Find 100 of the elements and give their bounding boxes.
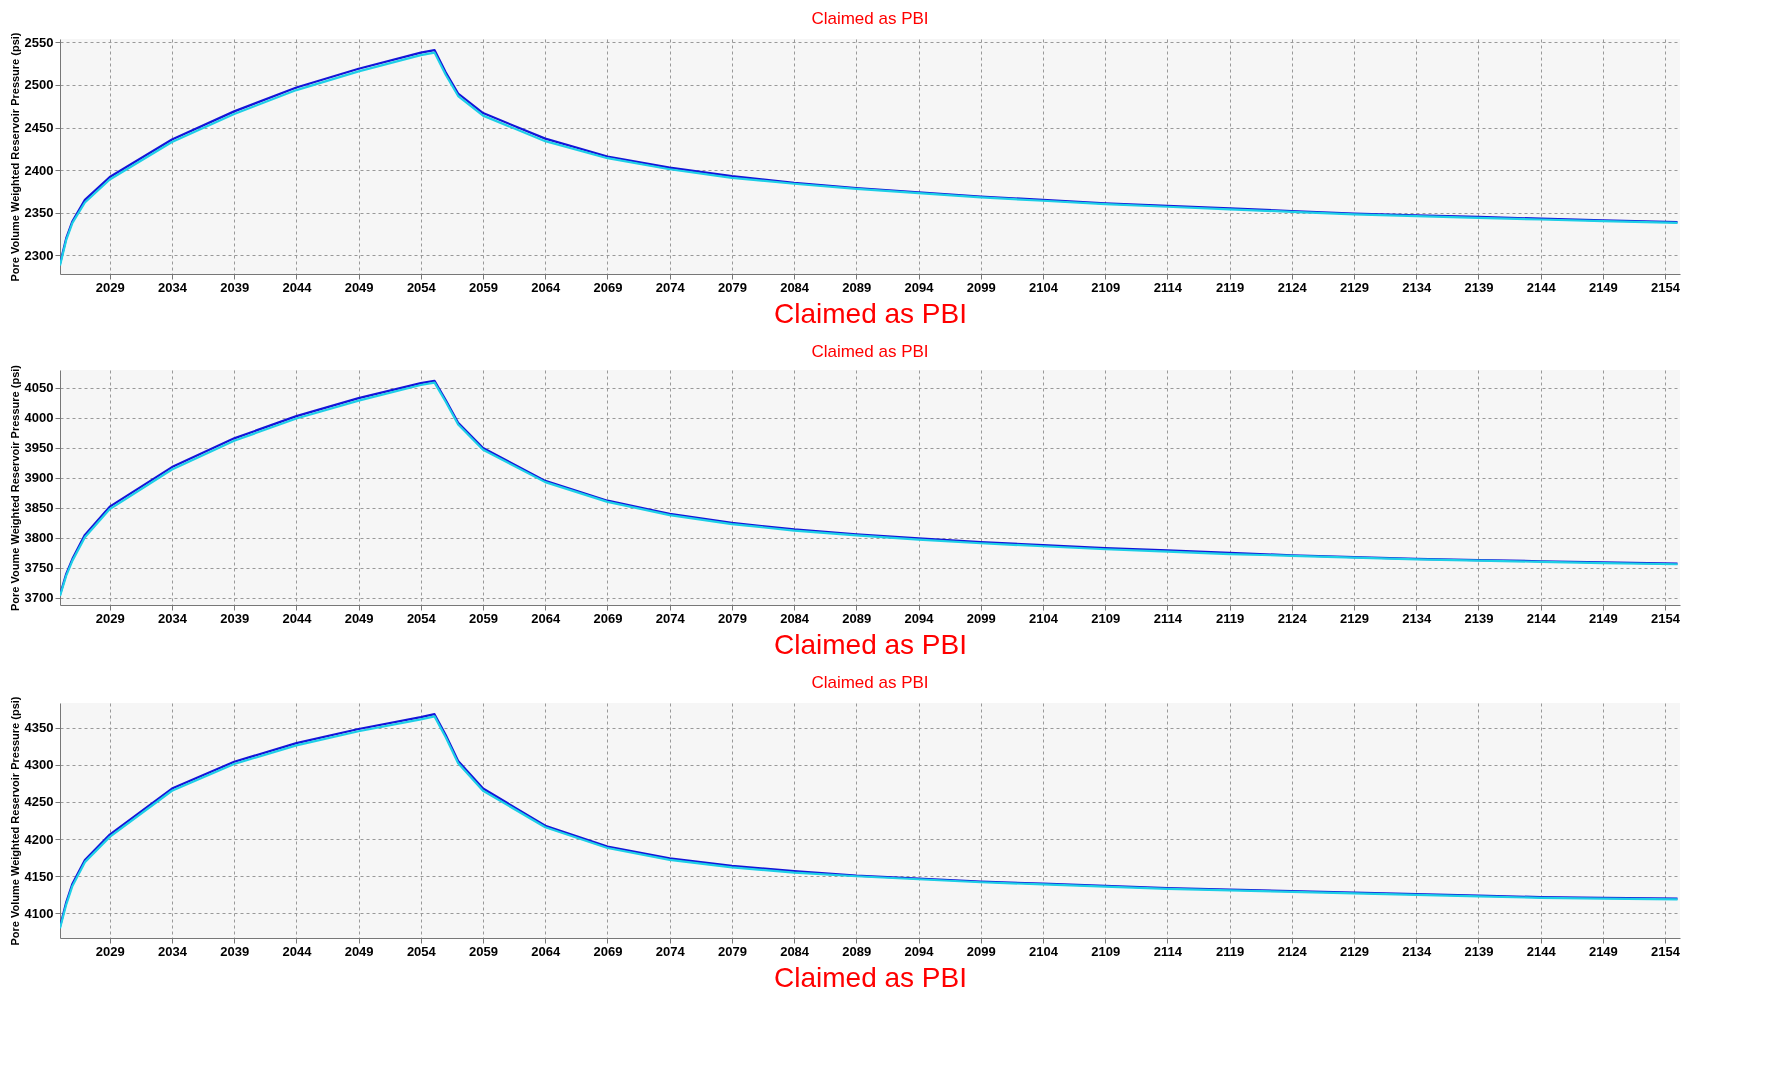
x-tick-label: 2054: [406, 279, 437, 295]
x-tick-label: 2049: [344, 610, 374, 626]
x-tick-label: 2139: [1464, 279, 1494, 295]
x-tick-label: 2029: [95, 610, 125, 626]
y-tick-label: 3900: [24, 470, 54, 486]
x-tick-label: 2149: [1588, 279, 1618, 295]
x-tick-label: 2064: [531, 610, 561, 626]
x-tick-label: 2089: [842, 610, 872, 626]
x-tick-label: 2109: [1091, 943, 1121, 959]
x-tick-label: 2049: [344, 279, 374, 295]
x-tick-label: 2119: [1215, 610, 1245, 626]
x-tick-label: 2084: [780, 610, 810, 626]
x-tick-label: 2059: [469, 943, 498, 959]
y-axis-title: Pore Volume Weighted Reservoir Pressure (psi): [8, 696, 21, 946]
x-tick-label: 2074: [655, 279, 686, 295]
x-tick-label: 2099: [966, 279, 996, 295]
x-tick-label: 2094: [904, 279, 935, 295]
y-tick-label: 3850: [24, 500, 54, 516]
x-tick-label: 2094: [904, 943, 935, 959]
text: Claimed as PBI: [774, 961, 967, 993]
x-tick-label: 2134: [1402, 610, 1432, 626]
x-tick-label: 2104: [1028, 279, 1059, 295]
x-tick-label: 2114: [1153, 610, 1183, 626]
x-tick-label: 2039: [220, 279, 250, 295]
x-tick-label: 2064: [531, 279, 561, 295]
x-tick-label: 2039: [220, 610, 250, 626]
x-tick-label: 2029: [95, 943, 125, 959]
x-tick-label: 2119: [1215, 279, 1245, 295]
y-tick-label: 3750: [24, 560, 54, 576]
text: Claimed as PBI: [774, 628, 967, 660]
y-tick-label: 2550: [24, 34, 54, 50]
y-tick-label: 4150: [24, 868, 54, 884]
x-tick-label: 2139: [1464, 610, 1494, 626]
y-tick-label: 4050: [24, 380, 54, 396]
x-tick-label: 2064: [531, 943, 561, 959]
y-tick-label: 2500: [24, 77, 54, 93]
x-tick-label: 2114: [1153, 279, 1183, 295]
x-tick-label: 2114: [1153, 943, 1183, 959]
y-tick-label: 3950: [24, 440, 54, 456]
x-tick-label: 2034: [158, 943, 188, 959]
y-tick-label: 2300: [24, 247, 54, 263]
x-tick-label: 2079: [717, 279, 747, 295]
x-tick-label: 2109: [1091, 279, 1121, 295]
x-tick-label: 2109: [1091, 610, 1121, 626]
x-tick-label: 2144: [1526, 943, 1557, 959]
x-tick-label: 2044: [282, 279, 313, 295]
x-tick-label: 2054: [406, 610, 437, 626]
x-tick-label: 2034: [158, 610, 188, 626]
y-tick-label: 2450: [24, 120, 54, 136]
y-tick-label: 2400: [24, 162, 54, 178]
x-tick-label: 2149: [1588, 943, 1618, 959]
x-tick-label: 2139: [1464, 943, 1494, 959]
text: Claimed as PBI: [774, 297, 967, 329]
x-tick-label: 2129: [1340, 610, 1369, 626]
x-tick-label: 2149: [1588, 610, 1618, 626]
x-tick-label: 2154: [1651, 610, 1681, 626]
x-tick-label: 2059: [469, 279, 498, 295]
x-tick-label: 2049: [344, 943, 374, 959]
x-tick-label: 2124: [1277, 943, 1308, 959]
chart-title: Claimed as PBI: [811, 673, 929, 692]
x-tick-label: 2034: [158, 279, 188, 295]
x-tick-label: 2154: [1651, 279, 1681, 295]
y-tick-label: 4000: [24, 410, 54, 426]
x-tick-label: 2084: [780, 943, 810, 959]
x-tick-label: 2124: [1277, 610, 1308, 626]
x-tick-label: 2144: [1526, 279, 1557, 295]
x-tick-label: 2104: [1028, 610, 1059, 626]
x-tick-label: 2129: [1340, 943, 1369, 959]
x-tick-label: 2044: [282, 610, 313, 626]
x-tick-label: 2084: [780, 279, 810, 295]
x-tick-label: 2124: [1277, 279, 1308, 295]
x-tick-label: 2029: [95, 279, 125, 295]
x-tick-label: 2094: [904, 610, 935, 626]
y-tick-label: 4100: [24, 905, 54, 921]
x-tick-label: 2144: [1526, 610, 1557, 626]
x-tick-label: 2154: [1651, 943, 1681, 959]
x-tick-label: 2079: [717, 943, 747, 959]
y-tick-label: 4250: [24, 794, 54, 810]
x-tick-label: 2099: [966, 610, 996, 626]
x-tick-label: 2134: [1402, 943, 1432, 959]
chart-title: Claimed as PBI: [811, 341, 929, 361]
y-tick-label: 2350: [24, 205, 54, 221]
x-tick-label: 2039: [220, 943, 250, 959]
x-tick-label: 2069: [593, 610, 623, 626]
x-tick-label: 2089: [842, 279, 872, 295]
y-axis-title: Pore Voume Weighted Reservoir Pressure (psi): [8, 364, 21, 611]
x-tick-label: 2074: [655, 943, 686, 959]
y-tick-label: 3700: [24, 590, 54, 606]
y-axis-title: Pore Volume Weighted Reservoir Pressure (psi): [8, 32, 21, 282]
y-tick-label: 4300: [24, 757, 54, 773]
y-tick-label: 3800: [24, 530, 54, 546]
x-tick-label: 2069: [593, 279, 623, 295]
x-tick-label: 2044: [282, 943, 313, 959]
x-tick-label: 2119: [1215, 943, 1245, 959]
x-tick-label: 2089: [842, 943, 872, 959]
chart-title: Claimed as PBI: [811, 9, 929, 28]
y-tick-label: 4200: [24, 831, 54, 847]
x-tick-label: 2134: [1402, 279, 1432, 295]
x-tick-label: 2104: [1028, 943, 1059, 959]
x-tick-label: 2129: [1340, 279, 1369, 295]
